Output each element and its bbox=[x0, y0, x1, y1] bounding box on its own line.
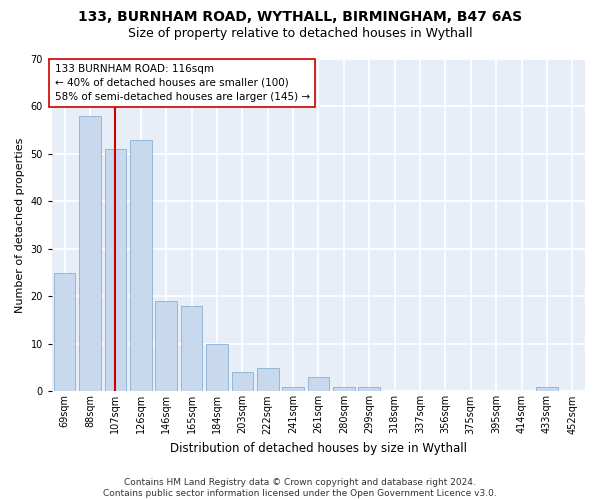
Bar bbox=[283, 386, 304, 392]
Bar bbox=[79, 116, 101, 392]
Bar bbox=[54, 272, 76, 392]
Bar bbox=[257, 368, 278, 392]
Bar bbox=[232, 372, 253, 392]
Bar bbox=[333, 386, 355, 392]
Bar bbox=[155, 301, 177, 392]
Bar bbox=[206, 344, 228, 392]
Text: Size of property relative to detached houses in Wythall: Size of property relative to detached ho… bbox=[128, 28, 472, 40]
Bar bbox=[104, 149, 126, 392]
Text: Contains HM Land Registry data © Crown copyright and database right 2024.
Contai: Contains HM Land Registry data © Crown c… bbox=[103, 478, 497, 498]
Bar bbox=[130, 140, 152, 392]
Y-axis label: Number of detached properties: Number of detached properties bbox=[15, 138, 25, 313]
Text: 133, BURNHAM ROAD, WYTHALL, BIRMINGHAM, B47 6AS: 133, BURNHAM ROAD, WYTHALL, BIRMINGHAM, … bbox=[78, 10, 522, 24]
X-axis label: Distribution of detached houses by size in Wythall: Distribution of detached houses by size … bbox=[170, 442, 467, 455]
Bar bbox=[181, 306, 202, 392]
Bar bbox=[358, 386, 380, 392]
Text: 133 BURNHAM ROAD: 116sqm
← 40% of detached houses are smaller (100)
58% of semi-: 133 BURNHAM ROAD: 116sqm ← 40% of detach… bbox=[55, 64, 310, 102]
Bar bbox=[536, 386, 558, 392]
Bar bbox=[308, 377, 329, 392]
